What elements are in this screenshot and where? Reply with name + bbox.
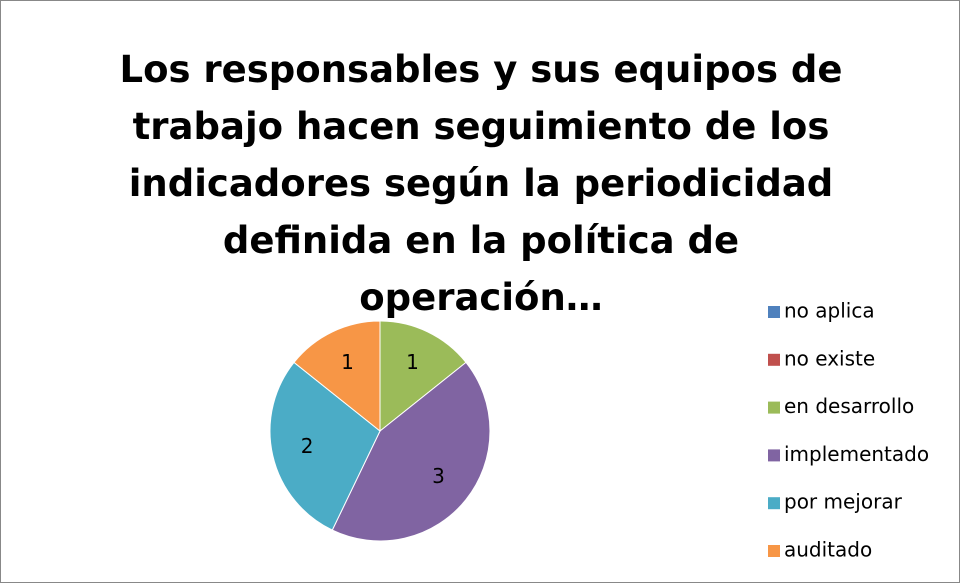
pie-slice — [379, 320, 467, 433]
legend-label: auditado — [784, 538, 872, 562]
legend-swatch — [768, 306, 780, 318]
legend-label: no existe — [784, 346, 875, 370]
data-label: 3 — [432, 464, 445, 488]
legend-swatch — [768, 545, 780, 557]
legend-swatch — [768, 449, 780, 462]
legend-label: por mejorar — [784, 490, 903, 514]
legend-label: implementado — [784, 442, 929, 466]
data-label: 2 — [301, 434, 314, 458]
legend-label: en desarrollo — [784, 394, 914, 418]
chart-title: Los responsables y sus equipos de trabaj… — [119, 48, 843, 319]
legend-swatch — [768, 401, 780, 414]
data-label: 1 — [341, 350, 354, 374]
legend-swatch — [768, 497, 780, 510]
data-label: 1 — [406, 350, 419, 374]
legend-swatch — [768, 353, 780, 366]
pie-slice — [331, 361, 491, 542]
pie-slice — [293, 320, 381, 433]
pie-slice — [269, 361, 381, 531]
legend-label: no aplica — [784, 299, 875, 323]
